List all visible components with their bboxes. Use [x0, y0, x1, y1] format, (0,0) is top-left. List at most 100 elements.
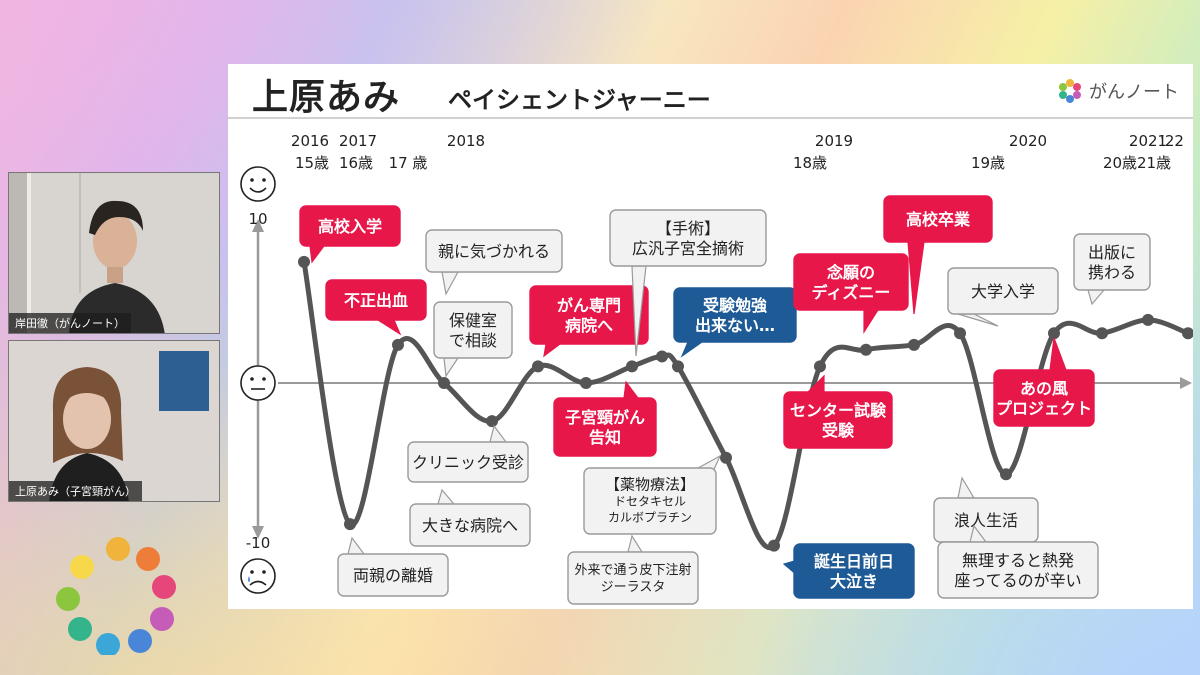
timeline-year-label: ‘22 — [1160, 132, 1184, 150]
callout-tail — [957, 476, 976, 499]
callout-label: 外来で通う皮下注射 — [574, 562, 691, 578]
callout-tail — [441, 271, 460, 296]
callout-box — [325, 279, 427, 321]
journey-point — [1000, 468, 1012, 481]
journey-point — [1182, 327, 1193, 340]
callout-label: 両親の離婚 — [353, 566, 433, 585]
patient-journey-chart: 10 -10 2016 15歳 2017 16歳 17 歳 2018 2019 18歳 202019… — [240, 132, 1193, 605]
gan-note-ring-logo — [56, 537, 176, 655]
callout-label: 出版に — [1088, 243, 1136, 262]
callout-box — [529, 285, 649, 345]
participant-1-avatar — [9, 173, 219, 333]
callout-label: 大学入学 — [971, 282, 1035, 301]
journey-point — [1142, 313, 1154, 326]
callout-tail — [907, 241, 925, 315]
timeline-age-label: 20歳 — [1103, 154, 1137, 172]
journey-point — [672, 360, 684, 373]
timeline-year-label: 2019 — [815, 132, 853, 150]
callout-tail — [680, 341, 704, 358]
journey-point — [1096, 327, 1108, 340]
callout-tail — [309, 245, 326, 264]
journey-point — [344, 518, 356, 531]
journey-point — [860, 343, 872, 356]
sad-face-icon — [240, 558, 276, 594]
callout-tail — [347, 536, 366, 555]
timeline-year-label: 2017 — [339, 132, 377, 150]
callout-box — [553, 397, 657, 457]
callout-box — [793, 253, 909, 311]
callout-label: 高校入学 — [318, 217, 382, 236]
callout-box — [409, 503, 531, 547]
journey-point — [532, 360, 544, 373]
callout-box — [567, 551, 699, 605]
y-tick-label-bottom: -10 — [246, 534, 271, 552]
callout-box — [947, 267, 1059, 315]
callout-label: ジーラスタ — [601, 580, 666, 595]
callout-label: 携わる — [1088, 263, 1136, 282]
journey-point — [908, 338, 920, 351]
callout-box — [783, 391, 893, 449]
y-tick-label-top: 10 — [248, 210, 267, 228]
timeline-age-label: 17 歳 — [389, 154, 428, 172]
callout-tail — [1087, 289, 1106, 306]
callout-label: ディズニー — [812, 283, 891, 302]
callout-box — [299, 205, 401, 247]
callout-label: 大泣き — [830, 572, 878, 591]
brand-name: がんノート — [1089, 82, 1179, 103]
timeline-year-label: 2016 — [291, 132, 329, 150]
timeline-year-label: 2020 — [1009, 132, 1047, 150]
callout-label: あの風 — [1020, 379, 1068, 398]
journey-point — [656, 350, 668, 363]
callout-label: センター試験 — [790, 401, 887, 420]
callout-label: 座ってるのが辛い — [954, 571, 1081, 590]
callout-tail — [375, 319, 402, 336]
participant-2-name: 上原あみ（子宮頸がん） — [9, 481, 142, 501]
x-axis-arrow — [1180, 377, 1192, 389]
flower-logo-icon — [1059, 79, 1081, 103]
slide-title: 上原あみ — [252, 77, 401, 118]
callout-label: 病院へ — [565, 316, 613, 335]
callout-label: ドセタキセル — [614, 494, 686, 508]
callout-label: 大きな病院へ — [422, 516, 518, 535]
participant-video-1[interactable]: 岸田徹（がんノート） — [8, 172, 220, 334]
callout-tail — [489, 424, 508, 443]
journey-point — [720, 451, 732, 464]
callout-box — [337, 553, 449, 597]
journey-point — [392, 338, 404, 351]
callout-tail — [437, 488, 456, 505]
callout-label: 受験勉強 — [703, 296, 767, 315]
journey-point — [438, 377, 450, 389]
callout-box — [937, 541, 1099, 599]
timeline-age-label: 21歳 — [1137, 154, 1171, 172]
callout-tail — [543, 343, 562, 358]
journey-point — [486, 415, 498, 428]
journey-point — [768, 539, 780, 552]
callout-label: 受験 — [822, 421, 855, 440]
timeline-year-label: 2018 — [447, 132, 485, 150]
callout-box — [1073, 233, 1151, 291]
callout-box — [883, 195, 993, 243]
journey-point — [298, 255, 310, 268]
callout-tail — [627, 534, 644, 553]
timeline-age-label: 15歳 — [295, 154, 329, 172]
callout-label: がん専門 — [557, 296, 621, 315]
callout-box — [433, 301, 513, 359]
journey-point — [954, 327, 966, 340]
timeline-year-label: 2021 — [1129, 132, 1167, 150]
callout-box — [673, 287, 797, 343]
brand: がんノート — [1057, 78, 1179, 104]
callout-label: プロジェクト — [996, 399, 1092, 418]
y-axis-arrow-up — [252, 219, 264, 232]
slide-subtitle: ペイシェントジャーニー — [448, 86, 711, 114]
callout-label: 告知 — [589, 428, 621, 447]
y-axis-arrow-down — [252, 526, 264, 539]
timeline-age-label: 16歳 — [339, 154, 373, 172]
journey-point — [626, 360, 638, 373]
callout-box — [407, 441, 529, 483]
participant-video-2[interactable]: 上原あみ（子宮頸がん） — [8, 340, 220, 502]
callout-tail — [957, 313, 999, 327]
callout-tail — [623, 380, 640, 399]
callout-label: で相談 — [449, 331, 497, 350]
callout-label: 保健室 — [449, 311, 497, 330]
callout-box — [425, 229, 563, 273]
